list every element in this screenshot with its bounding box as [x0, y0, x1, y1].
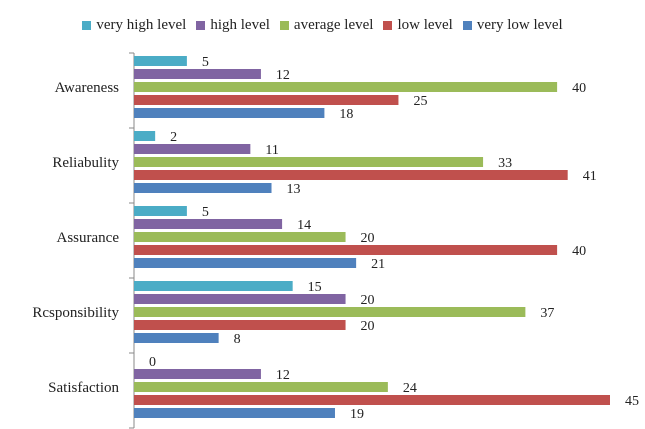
legend-swatch [196, 20, 206, 30]
data-label: 0 [149, 355, 156, 370]
legend-label: average level [293, 16, 374, 33]
bar [134, 183, 272, 193]
bar [134, 157, 484, 167]
data-label: 33 [498, 156, 512, 171]
data-label: 5 [202, 55, 209, 70]
data-label: 20 [361, 293, 375, 308]
data-label: 41 [583, 169, 597, 184]
data-label: 40 [572, 244, 586, 259]
bar [134, 144, 251, 154]
data-label: 45 [625, 394, 639, 409]
data-label: 12 [276, 368, 290, 383]
bar [134, 333, 219, 343]
legend-swatch [82, 20, 92, 30]
data-label: 12 [276, 68, 290, 83]
data-label: 20 [361, 231, 375, 246]
data-label: 40 [572, 81, 586, 96]
legend: very high level high level average level lo… [0, 13, 645, 37]
legend-item: very low level [462, 13, 563, 37]
bar [134, 82, 558, 92]
data-label: 25 [413, 94, 427, 109]
data-label: 20 [361, 319, 375, 334]
category-label: Reliabulity [52, 155, 119, 171]
data-label: 15 [308, 280, 322, 295]
legend-swatch [383, 20, 393, 30]
legend-label: very high level [96, 16, 187, 33]
bar [134, 320, 346, 330]
data-label: 14 [297, 218, 311, 233]
legend-item: low level [383, 13, 453, 37]
legend-item: high level [196, 13, 270, 37]
legend-label: low level [397, 16, 453, 33]
bar [134, 69, 261, 79]
category-label: Assurance [57, 230, 120, 246]
data-label: 21 [371, 257, 385, 272]
legend-item: very high level [82, 13, 186, 37]
bar [134, 131, 156, 141]
bar [134, 232, 346, 242]
bar [134, 170, 568, 180]
bar [134, 56, 187, 66]
data-label: 2 [170, 130, 177, 145]
category-label: Rcsponsibility [32, 305, 119, 321]
data-label: 18 [339, 107, 353, 122]
legend-item: average level [279, 13, 374, 37]
bar [134, 294, 346, 304]
legend-swatch [462, 20, 472, 30]
bar [134, 245, 558, 255]
legend-label: high level [210, 16, 270, 33]
bar [134, 258, 357, 268]
data-label: 11 [265, 143, 278, 158]
legend-label: very low level [476, 16, 563, 33]
bar [134, 307, 526, 317]
bar [134, 395, 610, 405]
category-label: Awareness [55, 80, 120, 96]
category-label: Satisfaction [48, 380, 119, 396]
legend-swatch [279, 20, 289, 30]
bar [134, 369, 261, 379]
bar [134, 382, 388, 392]
data-label: 5 [202, 205, 209, 220]
bar [134, 108, 325, 118]
data-label: 19 [350, 407, 364, 422]
data-label: 13 [287, 182, 301, 197]
data-label: 24 [403, 381, 417, 396]
data-label: 37 [540, 306, 554, 321]
bar [134, 95, 399, 105]
bar [134, 219, 283, 229]
bar [134, 281, 293, 291]
bar [134, 408, 335, 418]
data-label: 8 [234, 332, 241, 347]
bar [134, 206, 187, 216]
